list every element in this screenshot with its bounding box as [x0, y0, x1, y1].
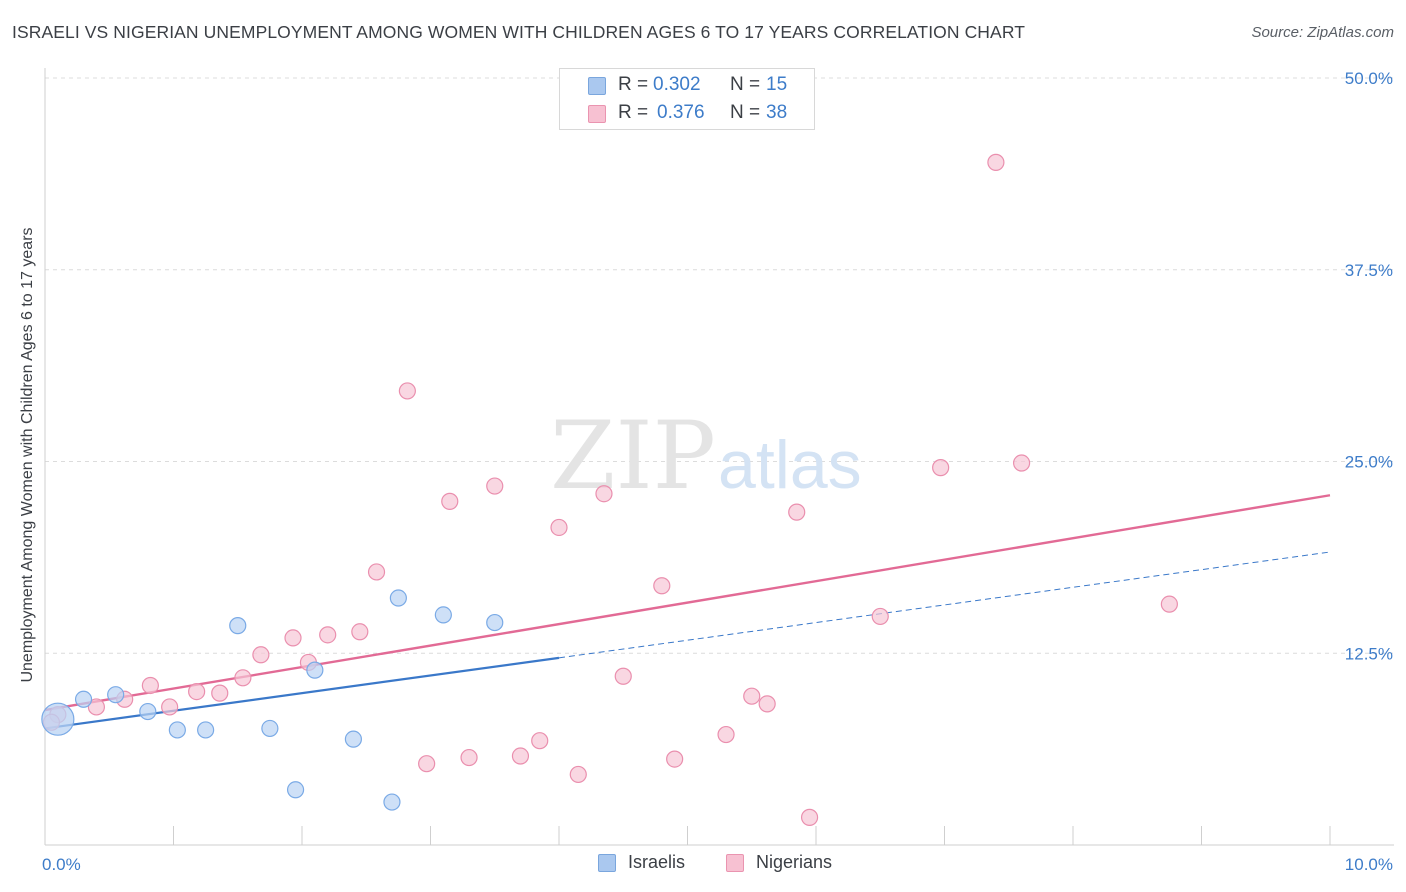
r-label: R = — [618, 74, 649, 95]
point-nigerians — [141, 676, 159, 695]
point-nigerians — [743, 687, 761, 705]
point-nigerians — [595, 485, 613, 503]
point-israelis — [286, 781, 305, 799]
point-nigerians — [569, 765, 587, 784]
point-nigerians — [550, 518, 568, 537]
point-israelis — [139, 702, 157, 721]
point-nigerians — [234, 669, 252, 687]
watermark-atlas: atlas — [718, 427, 862, 503]
point-nigerians — [441, 492, 459, 510]
point-nigerians — [511, 747, 530, 765]
chart-title: ISRAELI VS NIGERIAN UNEMPLOYMENT AMONG W… — [12, 22, 1026, 42]
point-nigerians — [758, 695, 776, 713]
correlation-legend: R = 0.302 N = 15 R = 0.376 N = 38 — [559, 68, 815, 130]
point-israelis — [383, 793, 401, 811]
point-nigerians — [460, 748, 478, 767]
point-nigerians — [932, 459, 950, 477]
legend-label-israelis: Israelis — [628, 852, 686, 872]
trend-line-israelis — [44, 656, 560, 730]
point-nigerians — [284, 629, 302, 647]
point-israelis-large — [41, 702, 75, 736]
point-nigerians — [717, 725, 735, 744]
n-value: 38 — [766, 102, 788, 123]
point-israelis — [197, 721, 215, 739]
point-israelis — [74, 690, 93, 708]
point-nigerians — [418, 755, 436, 773]
point-nigerians — [87, 698, 106, 716]
r-label: R = — [618, 102, 649, 123]
x-tick-label-min: 0.0% — [42, 855, 81, 874]
point-nigerians — [871, 607, 889, 626]
trend-lines — [44, 494, 1331, 730]
point-nigerians — [161, 698, 179, 716]
point-israelis — [344, 730, 362, 748]
point-israelis — [229, 617, 247, 635]
point-nigerians — [351, 623, 369, 641]
point-nigerians — [1160, 595, 1178, 613]
point-nigerians — [531, 732, 549, 750]
source-credit: Source: ZipAtlas.com — [1251, 24, 1394, 41]
watermark-zip: ZIP — [550, 402, 716, 511]
y-axis-label: Unemployment Among Women with Children A… — [19, 227, 36, 683]
r-value: 0.302 — [653, 74, 701, 95]
legend-swatch-nigerians — [588, 105, 606, 123]
y-tick-label: 25.0% — [1345, 453, 1393, 472]
legend-swatch-israelis — [588, 77, 606, 95]
data-points — [41, 153, 1178, 826]
tick-labels: 12.5% 25.0% 37.5% 50.0% 0.0% 10.0% — [42, 69, 1393, 874]
legend-label-nigerians: Nigerians — [756, 852, 833, 872]
point-nigerians — [788, 503, 806, 521]
point-nigerians — [188, 682, 206, 701]
point-nigerians — [987, 153, 1005, 171]
point-israelis — [434, 606, 452, 624]
point-israelis — [261, 719, 279, 738]
point-israelis — [107, 686, 125, 704]
legend-swatch-nigerians — [726, 854, 744, 872]
y-tick-label: 37.5% — [1345, 261, 1393, 280]
n-label: N = — [730, 102, 761, 123]
y-tick-label: 12.5% — [1345, 644, 1393, 663]
grid-lines — [45, 77, 1394, 654]
x-tick-label-max: 10.0% — [1345, 855, 1393, 874]
point-israelis — [306, 661, 324, 679]
point-israelis — [389, 589, 407, 607]
legend-swatch-israelis — [598, 854, 616, 872]
n-label: N = — [730, 74, 761, 95]
point-nigerians — [666, 750, 684, 768]
r-value: 0.376 — [657, 102, 705, 123]
point-nigerians — [319, 626, 337, 644]
point-nigerians — [800, 808, 819, 826]
n-value: 15 — [766, 74, 788, 95]
trend-line-nigerians — [44, 494, 1331, 712]
watermark: ZIP atlas — [550, 402, 861, 511]
point-israelis — [168, 721, 186, 739]
point-nigerians — [398, 382, 416, 400]
point-nigerians — [211, 684, 229, 702]
point-nigerians — [367, 563, 386, 581]
point-israelis — [486, 613, 504, 632]
point-nigerians — [486, 477, 504, 495]
y-tick-label: 50.0% — [1345, 69, 1393, 88]
point-nigerians — [1012, 454, 1031, 472]
point-nigerians — [614, 667, 632, 685]
point-nigerians — [653, 577, 671, 595]
point-nigerians — [252, 646, 270, 664]
